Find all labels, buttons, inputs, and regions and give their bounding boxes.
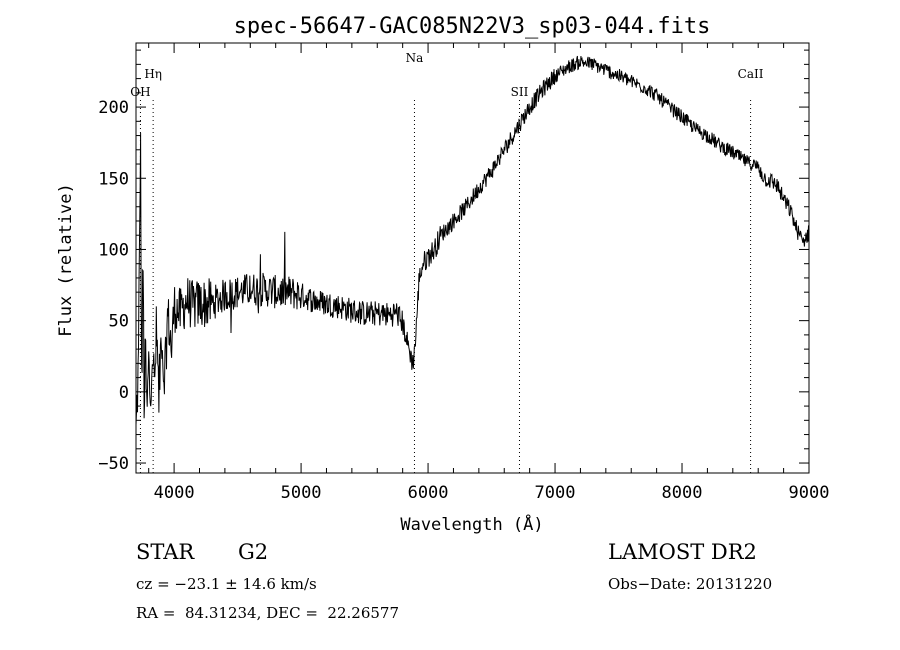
y-tick-label: 100 xyxy=(98,240,129,260)
y-tick-label: −50 xyxy=(98,454,129,474)
object-class: STAR xyxy=(136,540,195,564)
marker-label: SII xyxy=(511,85,529,99)
x-tick-label: 4000 xyxy=(154,483,195,503)
y-tick-label: 0 xyxy=(119,383,129,403)
sky-coordinates: RA = 84.31234, DEC = 22.26577 xyxy=(136,604,400,622)
y-tick-label: 150 xyxy=(98,169,129,189)
x-tick-label: 7000 xyxy=(535,483,576,503)
object-subclass: G2 xyxy=(238,540,269,564)
marker-label: OH xyxy=(130,85,150,99)
spectrum-line xyxy=(135,55,810,425)
x-tick-label: 9000 xyxy=(789,483,830,503)
x-axis-label: Wavelength (Å) xyxy=(400,513,543,535)
marker-label: CaII xyxy=(738,67,764,81)
survey-release: LAMOST DR2 xyxy=(608,540,757,564)
marker-label: Na xyxy=(406,51,424,65)
plot-frame xyxy=(135,42,810,474)
redshift-velocity: cz = −23.1 ± 14.6 km/s xyxy=(136,575,317,593)
y-tick-label: 200 xyxy=(98,98,129,118)
x-tick-label: 5000 xyxy=(281,483,322,503)
marker-label: Hη xyxy=(144,67,162,81)
line-markers: OH Hη Na SII CaII xyxy=(130,51,764,473)
y-tick-label: 50 xyxy=(109,312,129,332)
x-tick-label: 8000 xyxy=(662,483,703,503)
tick-labels: 4000 5000 6000 7000 8000 9000 −50 0 50 100 150 200 xyxy=(98,98,829,503)
x-tick-label: 6000 xyxy=(408,483,449,503)
axis-ticks xyxy=(136,43,810,473)
chart-title: spec-56647-GAC085N22V3_sp03-044.fits xyxy=(234,14,711,39)
observation-date: Obs−Date: 20131220 xyxy=(608,575,773,593)
y-axis-label: Flux (relative) xyxy=(56,183,76,337)
